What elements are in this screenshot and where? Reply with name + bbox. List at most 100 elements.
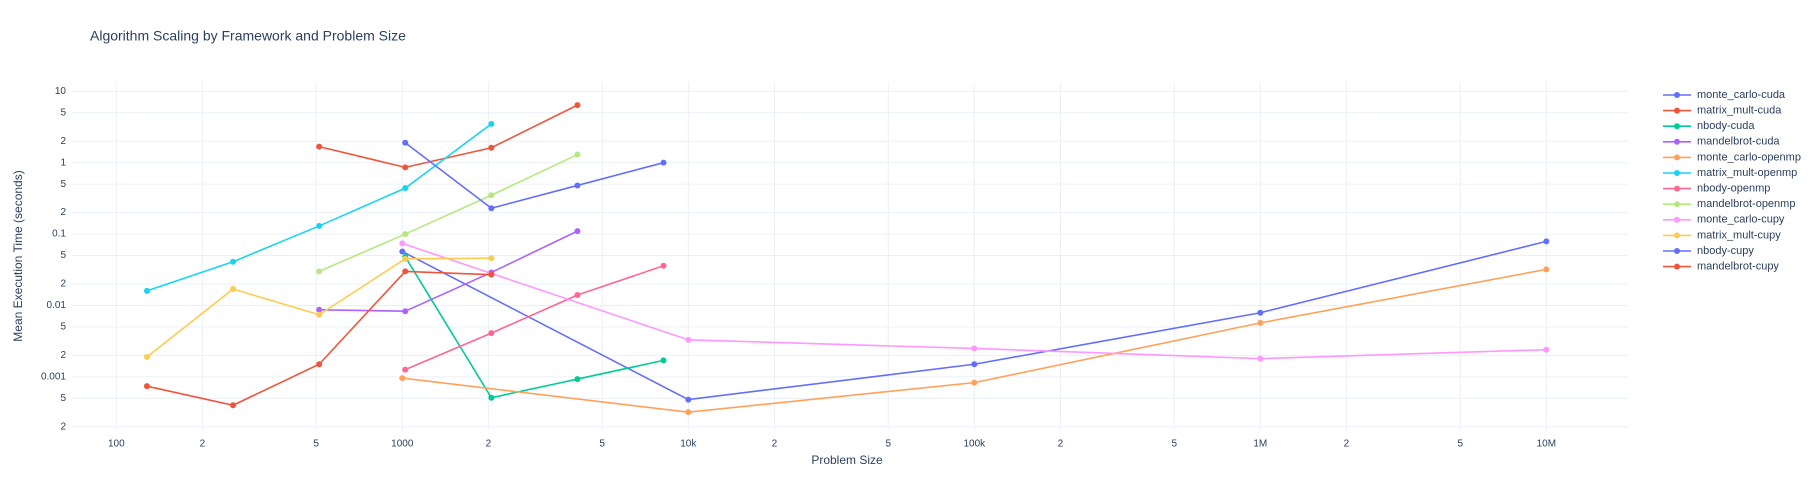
x-tick-label: 5 xyxy=(599,439,605,450)
data-point xyxy=(143,383,150,390)
series-line xyxy=(404,142,664,210)
legend-label: monte_carlo-openmp xyxy=(1697,151,1801,163)
legend-label: matrix_mult-cuda xyxy=(1697,105,1782,117)
legend-marker xyxy=(1674,170,1680,176)
x-tick-label: 1000 xyxy=(391,439,414,450)
data-point xyxy=(574,102,581,109)
data-point xyxy=(316,222,323,229)
data-point xyxy=(574,182,581,189)
x-tick-label: 2 xyxy=(772,439,778,450)
series-line xyxy=(404,256,664,399)
data-point xyxy=(402,139,409,146)
data-point xyxy=(660,357,667,364)
data-point xyxy=(660,262,667,269)
data-point xyxy=(402,185,409,192)
data-point xyxy=(230,402,237,409)
legend-label: mandelbrot-cupy xyxy=(1697,261,1779,273)
legend-marker xyxy=(1674,154,1680,161)
y-tick-label: 5 xyxy=(60,107,66,118)
x-tick-label: 10k xyxy=(680,439,697,450)
data-point xyxy=(488,394,495,401)
data-point xyxy=(402,366,409,373)
y-tick-label: 2 xyxy=(60,279,66,290)
data-point xyxy=(685,396,692,403)
x-tick-label: 2 xyxy=(1344,439,1350,450)
data-point xyxy=(488,144,495,151)
data-point xyxy=(1543,346,1550,353)
data-point xyxy=(574,376,581,383)
x-tick-label: 5 xyxy=(1457,439,1463,450)
data-point xyxy=(971,345,978,352)
data-point xyxy=(685,336,692,343)
y-tick-label: 5 xyxy=(60,393,66,404)
x-tick-label: 5 xyxy=(313,439,319,450)
legend-label: nbody-openmp xyxy=(1697,183,1770,195)
series-line xyxy=(318,153,578,273)
chart-title: Algorithm Scaling by Framework and Probl… xyxy=(90,28,406,44)
legend-label: matrix_mult-cupy xyxy=(1697,229,1781,241)
legend-label: mandelbrot-cuda xyxy=(1697,136,1780,148)
y-tick-label: 0.01 xyxy=(47,300,67,311)
series-line xyxy=(318,104,578,169)
y-tick-label: 5 xyxy=(60,250,66,261)
data-point xyxy=(316,361,323,368)
data-point xyxy=(143,287,150,294)
data-point xyxy=(1257,355,1264,362)
legend-marker xyxy=(1674,232,1680,239)
data-point xyxy=(402,255,409,262)
data-point xyxy=(1543,266,1550,273)
y-tick-label: 0.1 xyxy=(52,229,66,240)
legend-marker xyxy=(1674,123,1680,130)
data-point xyxy=(402,308,409,315)
data-point xyxy=(316,268,323,275)
data-point xyxy=(399,375,406,382)
data-point xyxy=(316,311,323,318)
data-point xyxy=(488,255,495,262)
y-tick-label: 1 xyxy=(60,157,66,168)
data-point xyxy=(574,228,581,235)
legend-marker xyxy=(1674,216,1680,223)
y-tick-label: 5 xyxy=(60,179,66,190)
x-tick-label: 100k xyxy=(963,439,986,450)
data-point xyxy=(402,268,409,275)
legend-label: mandelbrot-openmp xyxy=(1697,198,1795,210)
data-point xyxy=(488,330,495,337)
y-tick-label: 2 xyxy=(60,421,66,432)
y-tick-label: 2 xyxy=(60,207,66,218)
legend-marker xyxy=(1674,263,1680,270)
data-point xyxy=(316,306,323,313)
series-line xyxy=(146,270,492,407)
y-axis-title: Mean Execution Time (seconds) xyxy=(11,170,25,341)
legend-marker xyxy=(1674,107,1680,114)
legend-marker xyxy=(1674,248,1680,254)
series-line xyxy=(319,230,578,313)
data-point xyxy=(143,353,150,360)
y-tick-label: 10 xyxy=(55,86,67,97)
y-tick-label: 2 xyxy=(60,350,66,361)
data-point xyxy=(685,409,692,416)
legend-label: matrix_mult-openmp xyxy=(1697,167,1797,179)
data-point xyxy=(1257,309,1264,316)
legend-label: nbody-cupy xyxy=(1697,245,1754,257)
legend-marker xyxy=(1674,185,1680,192)
legend-marker xyxy=(1674,92,1680,98)
data-point xyxy=(399,248,406,255)
data-point xyxy=(230,258,237,265)
data-point xyxy=(574,151,581,158)
data-point xyxy=(488,205,495,212)
data-point xyxy=(402,164,409,171)
x-tick-label: 1M xyxy=(1253,439,1267,450)
data-point xyxy=(1257,319,1264,326)
data-point xyxy=(399,240,406,247)
series-line xyxy=(404,264,664,371)
data-point xyxy=(971,361,978,368)
x-tick-label: 100 xyxy=(108,439,125,450)
x-tick-label: 5 xyxy=(885,439,891,450)
x-tick-label: 2 xyxy=(200,439,206,450)
data-point xyxy=(660,159,667,166)
x-axis-title: Problem Size xyxy=(811,453,883,467)
legend-marker xyxy=(1674,201,1680,208)
data-point xyxy=(230,286,237,293)
y-tick-label: 0.001 xyxy=(41,371,66,382)
x-tick-label: 2 xyxy=(486,439,492,450)
